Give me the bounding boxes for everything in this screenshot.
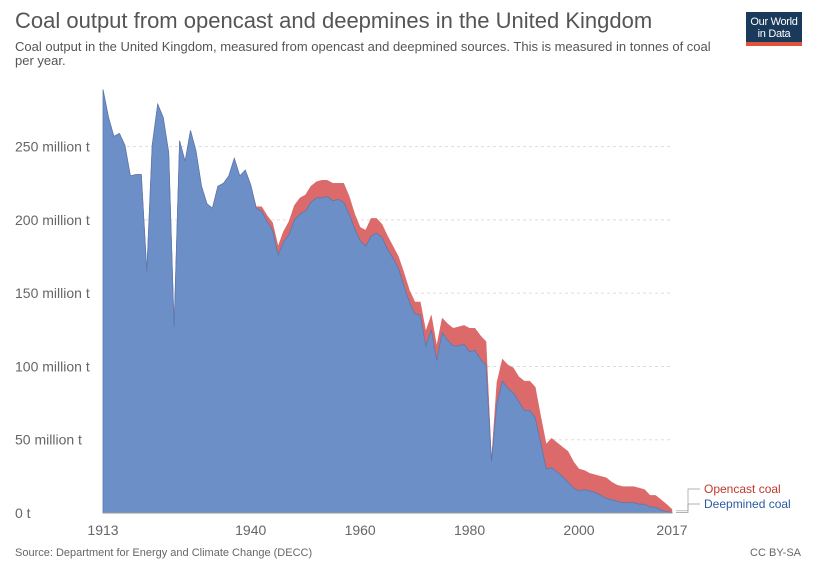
x-tick-label: 2017 [656, 522, 687, 538]
owid-logo[interactable]: Our World in Data [746, 12, 802, 46]
x-tick-label: 1913 [87, 522, 118, 538]
license-link[interactable]: CC BY-SA [750, 547, 801, 559]
chart-title: Coal output from opencast and deepmines … [15, 8, 653, 33]
chart-subtitle: Coal output in the United Kingdom, measu… [15, 39, 711, 68]
legend-opencast-label[interactable]: Opencast coal [704, 482, 781, 496]
y-tick-label: 250 million t [15, 139, 90, 155]
legend-deepmined-label[interactable]: Deepmined coal [704, 497, 791, 511]
y-tick-label: 50 million t [15, 432, 82, 448]
y-tick-label: 150 million t [15, 285, 90, 301]
x-tick-label: 2000 [563, 522, 594, 538]
x-tick-label: 1960 [345, 522, 376, 538]
y-tick-label: 200 million t [15, 212, 90, 228]
logo-line2: in Data [757, 28, 791, 40]
deepmined-area[interactable] [102, 89, 673, 514]
area-layer [102, 89, 673, 514]
y-tick-label: 0 t [15, 505, 31, 521]
logo-line1: Our World [750, 16, 798, 28]
legend-deepmined-connector [676, 503, 700, 513]
y-tick-label: 100 million t [15, 358, 90, 374]
legend-opencast-connector [676, 488, 700, 512]
x-tick-label: 1980 [454, 522, 485, 538]
source-note[interactable]: Source: Department for Energy and Climat… [15, 547, 313, 559]
axis-layer: 0 t 50 million t 100 million t 150 million … [15, 139, 688, 538]
x-tick-label: 1940 [235, 522, 266, 538]
